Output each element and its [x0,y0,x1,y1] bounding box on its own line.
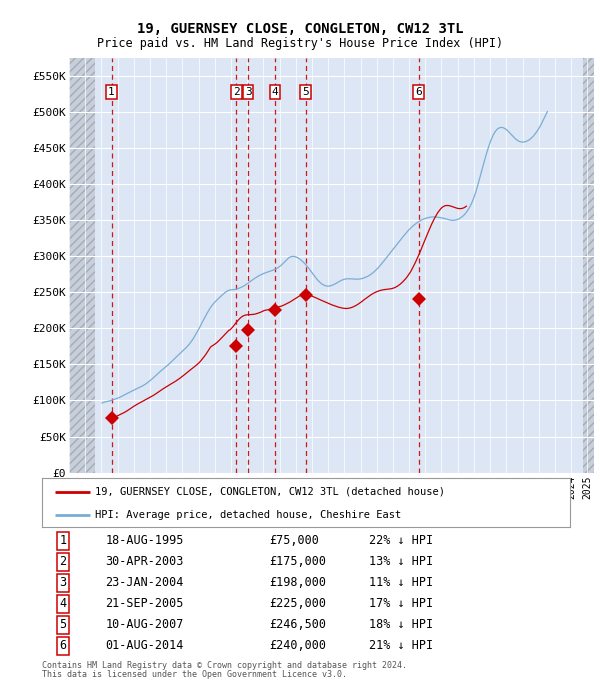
Bar [583,58,594,473]
Text: 18% ↓ HPI: 18% ↓ HPI [370,618,433,631]
Text: 3: 3 [59,577,67,590]
Text: £75,000: £75,000 [269,534,319,547]
Text: 2: 2 [59,556,67,568]
Text: 6: 6 [59,639,67,652]
Text: 6: 6 [415,87,422,97]
Text: 23-JAN-2004: 23-JAN-2004 [106,577,184,590]
Text: £240,000: £240,000 [269,639,326,652]
Text: This data is licensed under the Open Government Licence v3.0.: This data is licensed under the Open Gov… [42,670,347,679]
Text: 21-SEP-2005: 21-SEP-2005 [106,597,184,610]
Text: 30-APR-2003: 30-APR-2003 [106,556,184,568]
Text: 21% ↓ HPI: 21% ↓ HPI [370,639,433,652]
Text: 01-AUG-2014: 01-AUG-2014 [106,639,184,652]
Text: 2: 2 [233,87,239,97]
Text: £246,500: £246,500 [269,618,326,631]
Text: 13% ↓ HPI: 13% ↓ HPI [370,556,433,568]
Text: HPI: Average price, detached house, Cheshire East: HPI: Average price, detached house, Ches… [95,510,401,520]
Text: 18-AUG-1995: 18-AUG-1995 [106,534,184,547]
Text: 3: 3 [245,87,251,97]
Text: Contains HM Land Registry data © Crown copyright and database right 2024.: Contains HM Land Registry data © Crown c… [42,661,407,670]
Text: £175,000: £175,000 [269,556,326,568]
Text: 5: 5 [302,87,309,97]
Text: 22% ↓ HPI: 22% ↓ HPI [370,534,433,547]
Text: 19, GUERNSEY CLOSE, CONGLETON, CW12 3TL (detached house): 19, GUERNSEY CLOSE, CONGLETON, CW12 3TL … [95,487,445,497]
Text: 17% ↓ HPI: 17% ↓ HPI [370,597,433,610]
Text: Price paid vs. HM Land Registry's House Price Index (HPI): Price paid vs. HM Land Registry's House … [97,37,503,50]
Text: 1: 1 [108,87,115,97]
Text: £225,000: £225,000 [269,597,326,610]
Text: 19, GUERNSEY CLOSE, CONGLETON, CW12 3TL: 19, GUERNSEY CLOSE, CONGLETON, CW12 3TL [137,22,463,36]
Text: £198,000: £198,000 [269,577,326,590]
Text: 11% ↓ HPI: 11% ↓ HPI [370,577,433,590]
Text: 4: 4 [59,597,67,610]
Text: 4: 4 [272,87,278,97]
Text: 1: 1 [59,534,67,547]
Text: 5: 5 [59,618,67,631]
Text: 10-AUG-2007: 10-AUG-2007 [106,618,184,631]
Bar [69,58,95,473]
